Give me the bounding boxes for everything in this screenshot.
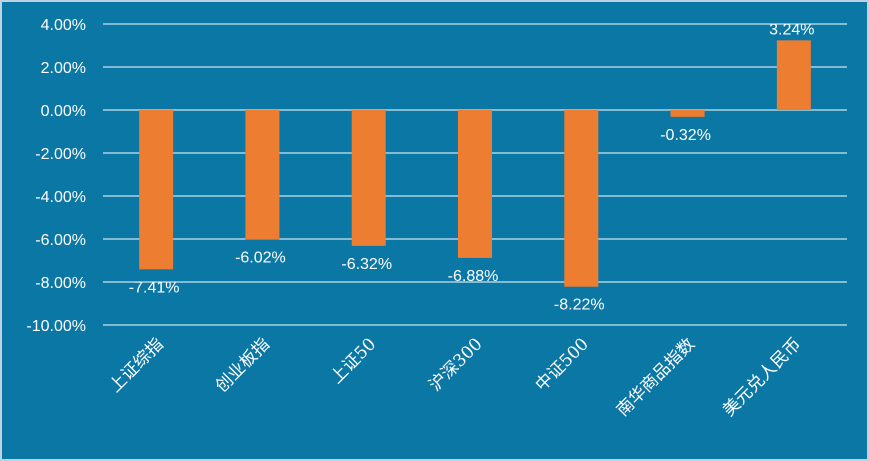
x-category-label: 美元兑人民币: [719, 334, 805, 420]
y-tick-label: -4.00%: [35, 189, 86, 206]
y-tick-label: -10.00%: [26, 318, 86, 335]
y-tick-label: -2.00%: [35, 146, 86, 163]
bar: [670, 110, 705, 117]
data-label: -6.02%: [235, 249, 286, 266]
bar: [351, 110, 386, 246]
data-label: -0.32%: [660, 127, 711, 144]
data-labels: -7.41% -6.02% -6.32% -6.88% -8.22% -0.32% 3.24…: [129, 21, 815, 313]
bar: [139, 110, 174, 270]
y-tick-label: -8.00%: [35, 275, 86, 292]
data-label: -7.41%: [129, 279, 180, 296]
x-axis-categories: 上证综指 创业板指 上证50 沪深300 中证500 南华商品指数 美元兑人民币: [105, 334, 805, 420]
x-category-label: 南华商品指数: [613, 334, 699, 420]
y-tick-label: -6.00%: [35, 232, 86, 249]
data-label: -6.32%: [341, 256, 392, 273]
y-tick-label: 2.00%: [41, 60, 86, 77]
data-label: -6.88%: [448, 268, 499, 285]
x-category-label: 上证综指: [105, 334, 167, 396]
y-tick-label: 4.00%: [41, 17, 86, 34]
x-category-label: 中证500: [532, 334, 593, 395]
data-label: -8.22%: [554, 297, 605, 314]
data-label: 3.24%: [769, 21, 814, 38]
x-category-label: 创业板指: [212, 334, 274, 396]
y-tick-label: 0.00%: [41, 103, 86, 120]
bar: [245, 110, 280, 240]
bars: [139, 40, 811, 287]
x-category-label: 上证50: [327, 334, 380, 387]
bar: [564, 110, 599, 287]
x-category-label: 沪深300: [425, 334, 486, 395]
bar: [776, 40, 811, 111]
y-axis-ticks: 4.00% 2.00% 0.00% -2.00% -4.00% -6.00% -8.00% -…: [26, 17, 86, 335]
bar: [458, 110, 492, 258]
